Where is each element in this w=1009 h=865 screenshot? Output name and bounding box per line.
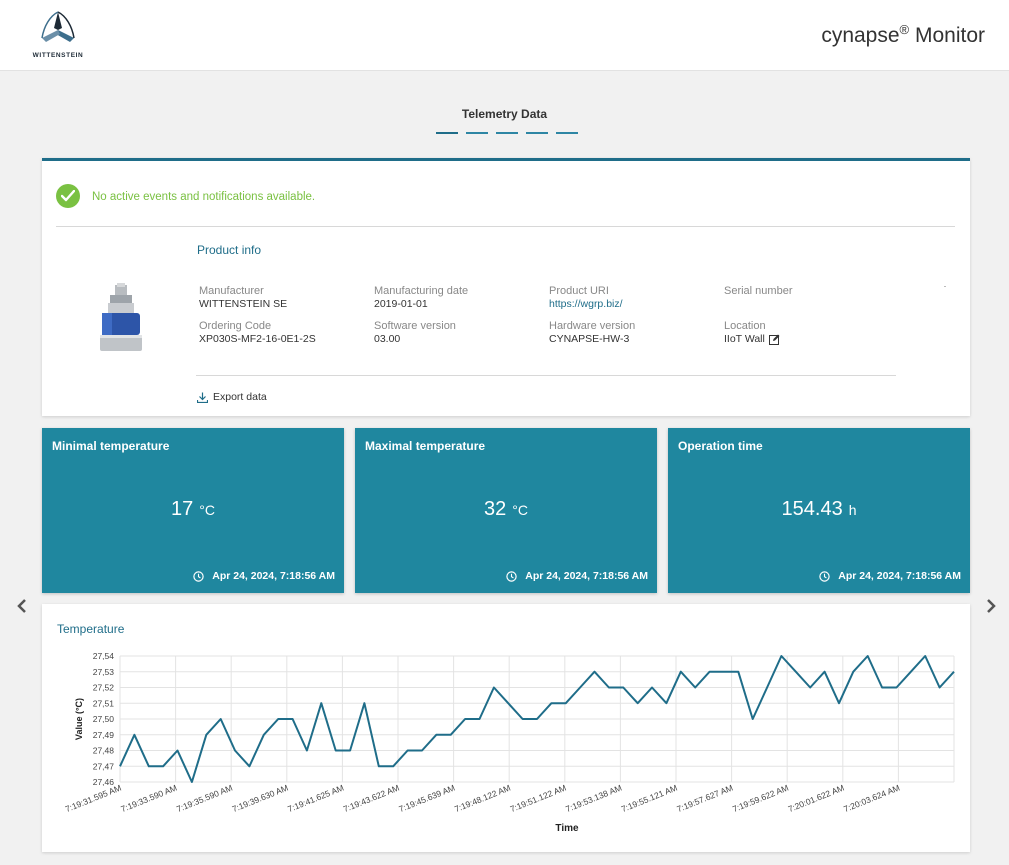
check-circle-icon [56,184,80,208]
y-tick-label: 27,51 [93,698,115,708]
tile-timestamp: Apr 24, 2024, 7:18:56 AM [193,570,335,582]
product-info-card: No active events and notifications avail… [42,158,970,416]
tile-value: 32 °C [484,498,528,520]
tile-maximal-temperature: Maximal temperature 32 °C Apr 24, 2024, 7… [355,428,657,593]
y-tick-label: 27,47 [93,761,115,771]
section-title: Telemetry Data [461,107,548,121]
page-dot-2[interactable] [466,132,488,134]
temperature-chart-card: Temperature 27,54 27,53 27,52 27,51 27,50 27,… [42,604,970,852]
field-manufacturer: Manufacturer WITTENSTEIN SE [199,285,288,310]
y-tick-label: 27,52 [93,683,115,693]
chevron-left-icon[interactable] [14,598,30,614]
wittenstein-logo[interactable]: WITTENSTEIN [26,8,90,64]
temperature-chart[interactable]: 27,54 27,53 27,52 27,51 27,50 27,49 27,48 27,47… [42,604,970,852]
y-axis-label: Value (°C) [74,698,84,740]
x-tick-label: 7:19:41.625 AM [286,783,345,815]
chart-title: Temperature [57,622,125,636]
chevron-right-icon[interactable] [983,598,999,614]
tile-timestamp: Apr 24, 2024, 7:18:56 AM [819,570,961,582]
x-tick-label: 7:19:57.627 AM [675,783,734,815]
logo-icon [41,11,75,42]
field-serial-number: Serial number [724,285,793,297]
field-ordering-code: Ordering Code XP030S-MF2-16-0E1-2S [199,320,316,345]
app-title: cynapse® Monitor [821,22,985,47]
divider [56,226,955,227]
page-dot-4[interactable] [526,132,548,134]
page-indicator [436,132,578,134]
y-tick-label: 27,46 [93,777,115,787]
field-manufacturing-date: Manufacturing date 2019-01-01 [374,285,469,310]
x-tick-label: 7:19:53.138 AM [564,783,623,815]
x-axis-label: Time [555,823,579,834]
divider [196,375,896,376]
page-dot-3[interactable] [496,132,518,134]
y-tick-label: 27,48 [93,746,115,756]
product-uri-link[interactable]: https://wgrp.biz/ [549,298,623,310]
x-tick-label: 7:19:55.121 AM [620,783,679,815]
field-software-version: Software version 03.00 [374,320,456,345]
tile-title: Minimal temperature [52,439,170,453]
product-image [100,283,142,351]
divider-mark [944,286,946,287]
tile-timestamp: Apr 24, 2024, 7:18:56 AM [506,570,648,582]
field-location: Location IIoT Wall [724,320,780,346]
x-tick-label: 7:19:33.590 AM [119,783,178,815]
tile-minimal-temperature: Minimal temperature 17 °C Apr 24, 2024, 7… [42,428,344,593]
temperature-series-line [119,655,955,783]
tile-title: Maximal temperature [365,439,486,453]
x-tick-label: 7:20:03.624 AM [842,783,901,815]
x-tick-label: 7:19:45.639 AM [397,783,456,815]
edit-icon[interactable] [768,334,780,345]
top-bar: WITTENSTEIN cynapse® Monitor [0,0,1009,71]
notification-text: No active events and notifications avail… [92,191,316,203]
x-tick-label: 7:19:39.630 AM [231,783,290,815]
field-hardware-version: Hardware version CYNAPSE-HW-3 [549,320,636,345]
y-tick-label: 27,49 [93,730,115,740]
tile-title: Operation time [678,439,763,453]
x-tick-label: 7:19:59.622 AM [731,783,790,815]
x-tick-label: 7:19:35.590 AM [175,783,234,815]
x-tick-label: 7:19:51.122 AM [509,783,568,815]
clock-icon [506,571,517,582]
x-tick-label: 7:19:43.622 AM [342,783,401,815]
clock-icon [193,571,204,582]
y-tick-label: 27,54 [93,651,115,661]
x-tick-label: 7:20:01.622 AM [787,783,846,815]
export-data-button[interactable]: Export data [196,391,267,403]
page-dot-5[interactable] [556,132,578,134]
x-tick-label: 7:19:48.122 AM [453,783,512,815]
page-dot-1[interactable] [436,132,458,134]
clock-icon [819,571,830,582]
tile-value: 17 °C [171,498,215,520]
field-product-uri: Product URI https://wgrp.biz/ [549,285,623,310]
y-tick-label: 27,53 [93,667,115,677]
download-icon [196,392,209,403]
y-tick-label: 27,50 [93,714,115,724]
logo-text: WITTENSTEIN [32,52,84,59]
product-info-title: Product info [197,243,262,257]
x-tick-label: 7:19:31.595 AM [64,783,123,815]
tile-value: 154.43 h [781,498,857,520]
tile-operation-time: Operation time 154.43 h Apr 24, 2024, 7:1… [668,428,970,593]
